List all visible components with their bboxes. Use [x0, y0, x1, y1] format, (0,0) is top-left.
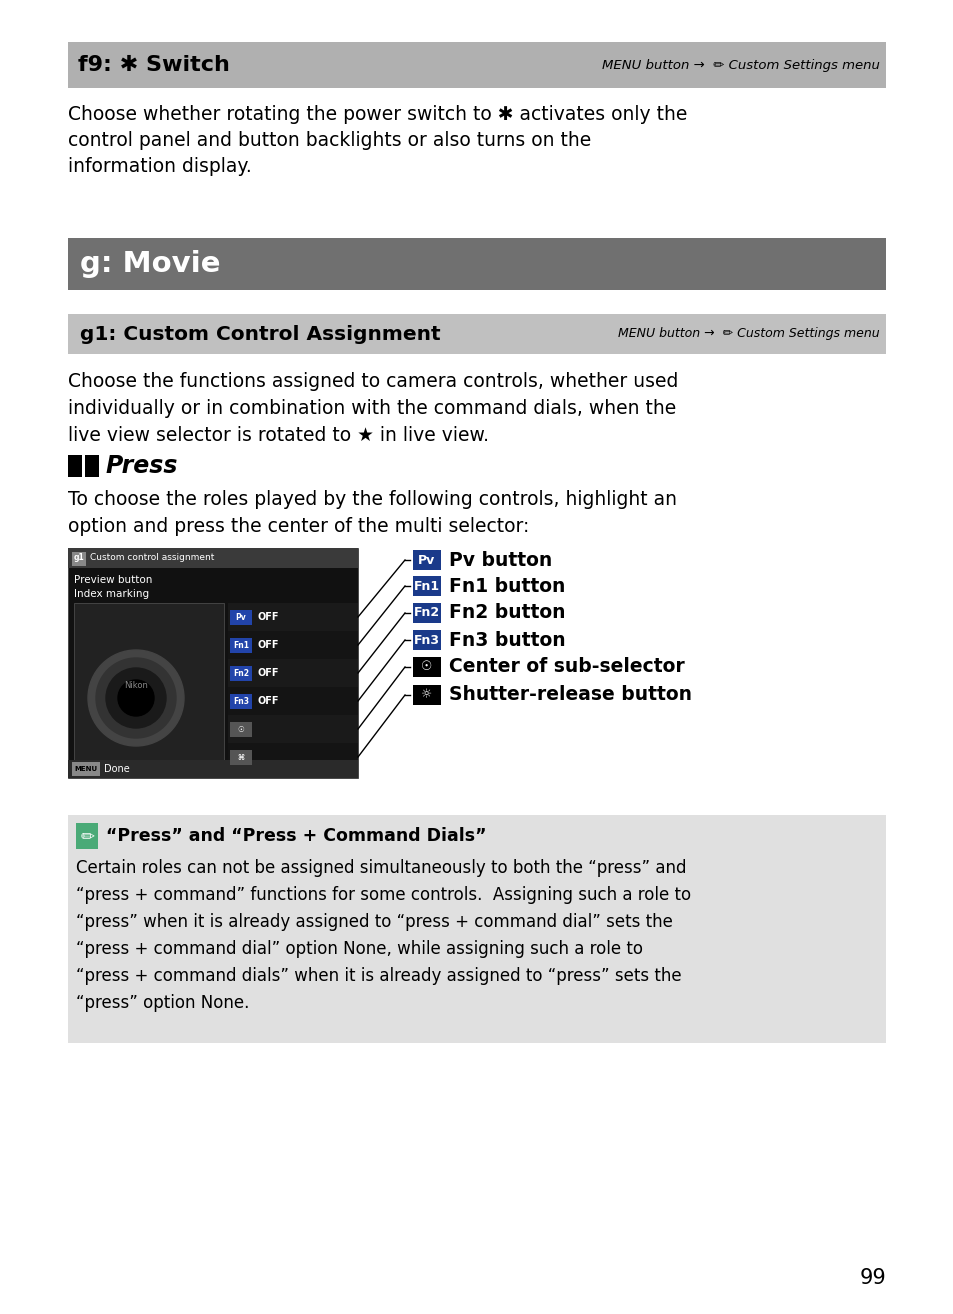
Text: Fn1 button: Fn1 button — [449, 577, 565, 595]
Text: ☉: ☉ — [421, 661, 432, 674]
Bar — [68, 455, 82, 477]
Text: Fn2 button: Fn2 button — [449, 603, 565, 623]
Bar — [230, 637, 252, 653]
Text: Fn2: Fn2 — [414, 607, 439, 619]
Text: Certain roles can not be assigned simultaneously to both the “press” and: Certain roles can not be assigned simult… — [76, 859, 686, 876]
Text: Pv: Pv — [418, 553, 436, 566]
Text: OFF: OFF — [257, 612, 279, 622]
Text: 99: 99 — [859, 1268, 885, 1288]
Text: Center of sub-selector: Center of sub-selector — [449, 657, 684, 677]
Text: Fn3 button: Fn3 button — [449, 631, 565, 649]
Text: To choose the roles played by the following controls, highlight an: To choose the roles played by the follow… — [68, 490, 677, 509]
Circle shape — [118, 681, 153, 716]
Bar — [68, 238, 885, 290]
Bar — [228, 603, 357, 631]
Bar — [413, 685, 440, 706]
Circle shape — [88, 650, 184, 746]
Bar — [230, 749, 252, 765]
Text: “press + command dials” when it is already assigned to “press” sets the: “press + command dials” when it is alrea… — [76, 967, 680, 986]
Text: option and press the center of the multi selector:: option and press the center of the multi… — [68, 516, 529, 536]
Text: control panel and button backlights or also turns on the: control panel and button backlights or a… — [68, 131, 591, 150]
Text: “press” option None.: “press” option None. — [76, 993, 249, 1012]
Text: Fn2: Fn2 — [233, 669, 249, 678]
Text: MENU button →  ✏ Custom Settings menu: MENU button → ✏ Custom Settings menu — [618, 327, 879, 340]
Text: “Press” and “Press + Command Dials”: “Press” and “Press + Command Dials” — [106, 827, 486, 845]
Text: Fn1: Fn1 — [414, 579, 439, 593]
Bar — [85, 455, 99, 477]
Bar — [413, 551, 440, 570]
Bar — [230, 665, 252, 681]
Text: ☉: ☉ — [237, 724, 244, 733]
Bar — [413, 657, 440, 677]
Text: f9: ✱ Switch: f9: ✱ Switch — [78, 55, 230, 75]
Text: live view selector is rotated to ★ in live view.: live view selector is rotated to ★ in li… — [68, 426, 489, 445]
Bar — [230, 721, 252, 737]
Bar — [68, 42, 885, 88]
Bar — [68, 314, 885, 353]
Bar — [71, 552, 86, 566]
Text: Custom control assignment: Custom control assignment — [90, 553, 214, 562]
Bar — [228, 660, 357, 687]
Text: Choose whether rotating the power switch to ✱ activates only the: Choose whether rotating the power switch… — [68, 105, 687, 124]
Text: MENU button →  ✏ Custom Settings menu: MENU button → ✏ Custom Settings menu — [601, 59, 879, 71]
Circle shape — [106, 668, 166, 728]
Text: OFF: OFF — [257, 640, 279, 650]
Text: OFF: OFF — [257, 696, 279, 706]
Text: g1: g1 — [73, 553, 84, 562]
Bar — [228, 687, 357, 715]
Text: Fn3: Fn3 — [414, 633, 439, 646]
Bar — [228, 715, 357, 742]
Text: ⌘: ⌘ — [237, 753, 244, 762]
Bar — [76, 823, 98, 849]
Text: “press” when it is already assigned to “press + command dial” sets the: “press” when it is already assigned to “… — [76, 913, 672, 932]
Bar — [68, 548, 357, 778]
Bar — [68, 815, 885, 1043]
Text: Pv: Pv — [235, 612, 246, 622]
Bar — [68, 759, 357, 778]
Text: Fn3: Fn3 — [233, 696, 249, 706]
Bar — [413, 603, 440, 623]
Text: “press + command” functions for some controls.  Assigning such a role to: “press + command” functions for some con… — [76, 886, 690, 904]
Text: Index marking: Index marking — [74, 589, 149, 599]
Text: Press: Press — [106, 455, 178, 478]
Text: Shutter-release button: Shutter-release button — [449, 686, 691, 704]
Text: “press + command dial” option None, while assigning such a role to: “press + command dial” option None, whil… — [76, 940, 642, 958]
Circle shape — [96, 658, 175, 738]
Text: individually or in combination with the command dials, when the: individually or in combination with the … — [68, 399, 676, 418]
Text: MENU: MENU — [74, 766, 97, 773]
Text: ☼: ☼ — [421, 689, 432, 702]
Text: Preview button: Preview button — [74, 576, 152, 585]
Bar — [68, 548, 357, 568]
Bar — [228, 742, 357, 771]
Text: Fn1: Fn1 — [233, 640, 249, 649]
Text: OFF: OFF — [257, 668, 279, 678]
Bar — [230, 694, 252, 708]
Text: Choose the functions assigned to camera controls, whether used: Choose the functions assigned to camera … — [68, 372, 678, 392]
Text: g: Movie: g: Movie — [80, 250, 220, 279]
Bar — [71, 762, 100, 777]
Text: information display.: information display. — [68, 156, 252, 176]
Bar — [74, 603, 224, 763]
Bar — [413, 576, 440, 597]
Bar — [413, 629, 440, 650]
Text: Pv button: Pv button — [449, 551, 552, 569]
Bar — [230, 610, 252, 624]
Bar — [228, 631, 357, 660]
Text: g1: Custom Control Assignment: g1: Custom Control Assignment — [80, 325, 440, 343]
Text: ✏: ✏ — [80, 827, 93, 845]
Text: Nikon: Nikon — [124, 682, 148, 690]
Text: Done: Done — [104, 763, 130, 774]
